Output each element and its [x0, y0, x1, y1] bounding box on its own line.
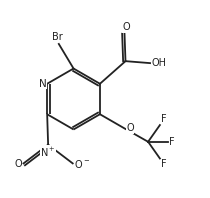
Text: F: F	[161, 114, 167, 125]
Text: O: O	[122, 22, 130, 32]
Text: N$^+$: N$^+$	[40, 146, 56, 159]
Text: Br: Br	[52, 32, 63, 42]
Text: F: F	[169, 137, 174, 147]
Text: O: O	[14, 159, 22, 169]
Text: O$^-$: O$^-$	[74, 158, 90, 170]
Text: O: O	[126, 123, 134, 133]
Text: OH: OH	[151, 58, 166, 68]
Text: N: N	[39, 79, 47, 89]
Text: F: F	[161, 159, 167, 169]
